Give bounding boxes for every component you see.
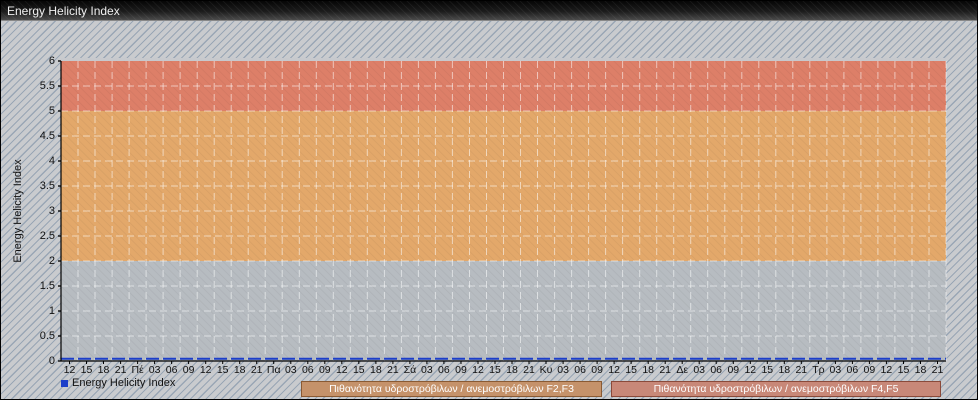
svg-text:18: 18 <box>915 364 927 376</box>
svg-text:12: 12 <box>744 364 756 376</box>
svg-text:12: 12 <box>64 364 76 376</box>
svg-text:06: 06 <box>847 364 859 376</box>
svg-text:Energy Helicity Index: Energy Helicity Index <box>12 159 24 263</box>
svg-text:21: 21 <box>251 364 263 376</box>
svg-text:06: 06 <box>438 364 450 376</box>
svg-text:18: 18 <box>234 364 246 376</box>
svg-text:6: 6 <box>49 55 55 67</box>
svg-text:15: 15 <box>761 364 773 376</box>
svg-text:06: 06 <box>710 364 722 376</box>
svg-text:Δε: Δε <box>676 364 688 376</box>
svg-text:15: 15 <box>81 364 93 376</box>
svg-text:03: 03 <box>693 364 705 376</box>
svg-text:06: 06 <box>302 364 314 376</box>
svg-text:21: 21 <box>932 364 944 376</box>
svg-text:12: 12 <box>336 364 348 376</box>
svg-text:03: 03 <box>557 364 569 376</box>
svg-text:12: 12 <box>608 364 620 376</box>
svg-text:4: 4 <box>49 155 55 167</box>
svg-text:03: 03 <box>149 364 161 376</box>
svg-text:2.5: 2.5 <box>40 230 55 242</box>
svg-text:Σά: Σά <box>404 364 417 376</box>
svg-text:12: 12 <box>881 364 893 376</box>
svg-text:03: 03 <box>830 364 842 376</box>
svg-text:12: 12 <box>200 364 212 376</box>
svg-text:15: 15 <box>898 364 910 376</box>
svg-text:2: 2 <box>49 255 55 267</box>
svg-text:21: 21 <box>115 364 127 376</box>
svg-text:21: 21 <box>387 364 399 376</box>
svg-text:0: 0 <box>49 355 55 367</box>
svg-text:21: 21 <box>795 364 807 376</box>
svg-text:Πέ: Πέ <box>131 364 144 376</box>
svg-text:3: 3 <box>49 205 55 217</box>
svg-text:15: 15 <box>353 364 365 376</box>
svg-text:15: 15 <box>217 364 229 376</box>
svg-text:1: 1 <box>49 305 55 317</box>
svg-text:5: 5 <box>49 105 55 117</box>
svg-text:18: 18 <box>98 364 110 376</box>
svg-text:Τρ: Τρ <box>812 364 824 376</box>
svg-text:09: 09 <box>183 364 195 376</box>
svg-text:09: 09 <box>727 364 739 376</box>
svg-text:15: 15 <box>489 364 501 376</box>
svg-text:18: 18 <box>778 364 790 376</box>
svg-text:15: 15 <box>625 364 637 376</box>
svg-text:09: 09 <box>591 364 603 376</box>
svg-text:03: 03 <box>421 364 433 376</box>
svg-text:21: 21 <box>523 364 535 376</box>
svg-text:Πα: Πα <box>267 364 281 376</box>
svg-text:18: 18 <box>506 364 518 376</box>
svg-text:03: 03 <box>285 364 297 376</box>
svg-text:06: 06 <box>574 364 586 376</box>
svg-text:0.5: 0.5 <box>40 330 55 342</box>
svg-text:18: 18 <box>642 364 654 376</box>
svg-text:18: 18 <box>370 364 382 376</box>
svg-text:3.5: 3.5 <box>40 180 55 192</box>
svg-text:09: 09 <box>455 364 467 376</box>
svg-text:09: 09 <box>319 364 331 376</box>
svg-text:1.5: 1.5 <box>40 280 55 292</box>
svg-text:21: 21 <box>659 364 671 376</box>
svg-text:5.5: 5.5 <box>40 80 55 92</box>
svg-text:09: 09 <box>864 364 876 376</box>
svg-text:4.5: 4.5 <box>40 130 55 142</box>
svg-text:12: 12 <box>472 364 484 376</box>
svg-text:Κυ: Κυ <box>540 364 553 376</box>
svg-text:06: 06 <box>166 364 178 376</box>
